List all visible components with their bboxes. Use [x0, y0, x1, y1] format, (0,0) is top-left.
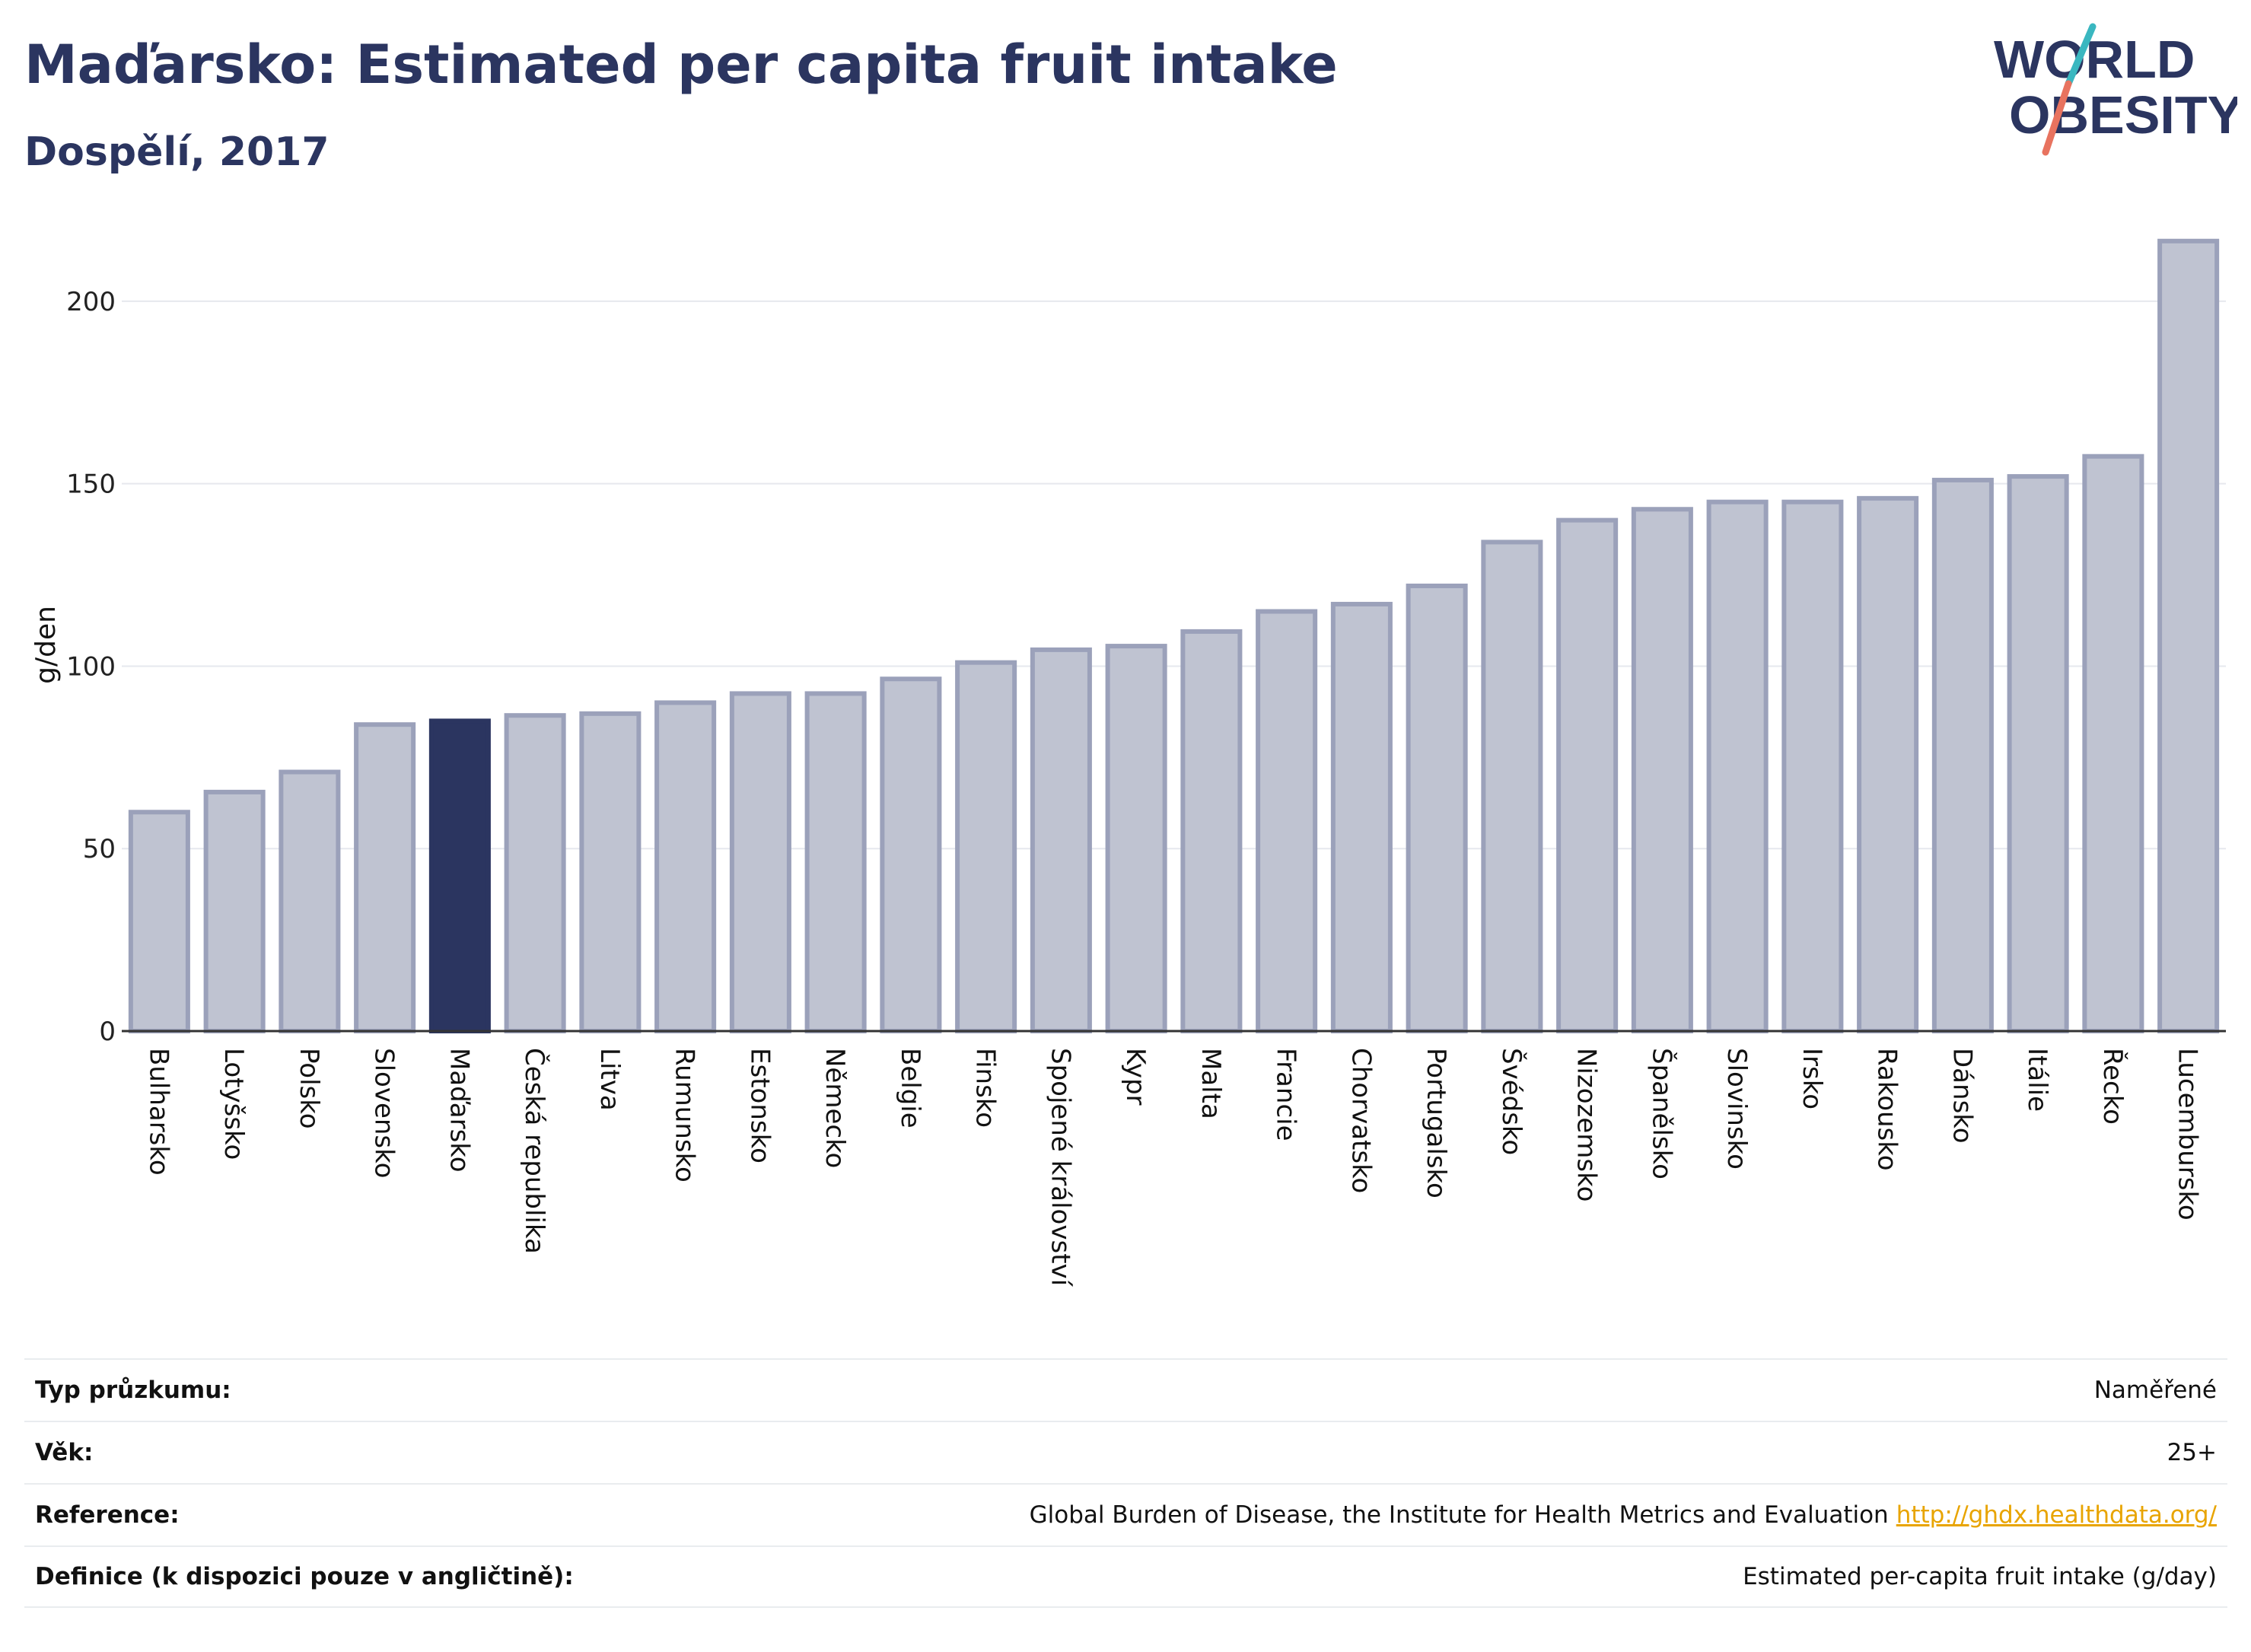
x-tick-label: Nizozemsko [1571, 1048, 1602, 1202]
info-row-definition: Definice (k dispozici pouze v angličtině… [24, 1545, 2227, 1608]
chart-title: Maďarsko: Estimated per capita fruit int… [24, 33, 1338, 96]
bar [203, 789, 266, 1033]
x-tick-label: Malta [1196, 1048, 1226, 1119]
bar [1631, 507, 1693, 1033]
bar [1706, 499, 1769, 1033]
info-value: Estimated per-capita fruit intake (g/day… [1743, 1563, 2217, 1590]
bar [279, 769, 341, 1033]
info-row-survey-type: Typ průzkumu: Naměřené [24, 1358, 2227, 1421]
x-tick-label: Řecko [2097, 1048, 2128, 1125]
x-tick-label: Irsko [1797, 1048, 1827, 1109]
info-row-age: Věk: 25+ [24, 1421, 2227, 1483]
bar [654, 700, 717, 1034]
bar [579, 711, 642, 1034]
bar [1030, 647, 1092, 1033]
bar-chart: 0 50 100 150 200 g/den Bulharsko Lotyšsko Polsko… [30, 238, 2226, 1288]
info-value: Global Burden of Disease, the Institute … [1029, 1501, 1889, 1529]
bar [1481, 540, 1543, 1033]
x-tick-label: Slovensko [369, 1048, 400, 1178]
info-label: Definice (k dispozici pouze v angličtině… [35, 1563, 574, 1590]
y-tick-label: 0 [99, 1017, 116, 1047]
bar [1857, 495, 1919, 1033]
x-tick-label: Lotyšsko [218, 1048, 249, 1160]
y-axis-label: g/den [30, 606, 62, 684]
x-tick-label: Dánsko [1947, 1048, 1977, 1144]
x-tick-label: Maďarsko [444, 1048, 474, 1173]
x-tick-label: Litva [594, 1048, 625, 1111]
bar [804, 691, 867, 1034]
x-tick-label: Česká republika [519, 1048, 550, 1254]
x-tick-label: Spojené království [1045, 1048, 1075, 1288]
logo-slash-coral [2042, 80, 2072, 156]
x-tick-label: Německo [820, 1048, 850, 1168]
bar [955, 660, 1017, 1034]
bar [1105, 644, 1167, 1033]
x-tick-label: Estonsko [744, 1048, 775, 1163]
x-tick-label: Portugalsko [1421, 1048, 1451, 1198]
info-label: Reference: [35, 1501, 180, 1529]
x-tick-label: Slovinsko [1721, 1048, 1752, 1170]
bar [2007, 474, 2069, 1033]
x-tick-label: Itálie [2022, 1048, 2052, 1112]
bar [2082, 454, 2144, 1033]
bar [354, 722, 416, 1033]
bar [128, 810, 190, 1033]
world-obesity-logo: WORLD OBESITY [1994, 23, 2237, 156]
info-label: Věk: [35, 1439, 94, 1466]
x-tick-label: Chorvatsko [1345, 1048, 1376, 1193]
chart-subtitle: Dospělí, 2017 [24, 129, 330, 175]
y-tick-label: 50 [83, 834, 116, 864]
logo-line2: OBESITY [2009, 85, 2237, 145]
bar [880, 676, 942, 1033]
x-tick-label: Finsko [970, 1048, 1001, 1128]
reference-link[interactable]: http://ghdx.healthdata.org/ [1896, 1501, 2217, 1529]
bar-highlight [428, 718, 491, 1033]
info-row-reference: Reference: Global Burden of Disease, the… [24, 1483, 2227, 1545]
info-label: Typ průzkumu: [35, 1377, 231, 1404]
bar [1256, 609, 1318, 1033]
logo-line1: WORLD [1994, 30, 2195, 89]
bar [2157, 238, 2220, 1034]
y-tick-label: 200 [66, 287, 116, 317]
bar [1931, 477, 1994, 1033]
logo-slash-teal [2065, 23, 2097, 88]
x-tick-label: Španělsko [1646, 1048, 1677, 1179]
bar [1330, 601, 1393, 1033]
info-value: 25+ [2167, 1439, 2217, 1466]
bar [729, 691, 791, 1034]
x-tick-label: Francie [1271, 1048, 1301, 1141]
x-tick-label: Kypr [1120, 1048, 1151, 1106]
bar [1406, 583, 1468, 1033]
x-tick-label: Lucembursko [2173, 1048, 2203, 1221]
x-tick-label: Švédsko [1496, 1048, 1527, 1155]
x-tick-label: Polsko [294, 1048, 324, 1129]
info-value-wrapper: Global Burden of Disease, the Institute … [1030, 1501, 2217, 1529]
bar [1556, 517, 1619, 1033]
x-tick-label: Rumunsko [670, 1048, 700, 1183]
bar [504, 713, 566, 1033]
x-tick-label: Bulharsko [143, 1048, 174, 1176]
info-value: Naměřené [2093, 1377, 2217, 1404]
x-tick-label: Rakousko [1872, 1048, 1902, 1171]
y-tick-label: 100 [66, 651, 116, 682]
y-tick-label: 150 [66, 469, 116, 500]
bar [1781, 499, 1844, 1033]
x-tick-label: Belgie [895, 1048, 925, 1128]
info-table: Typ průzkumu: Naměřené Věk: 25+ Referenc… [24, 1358, 2227, 1608]
bar [1180, 629, 1243, 1033]
